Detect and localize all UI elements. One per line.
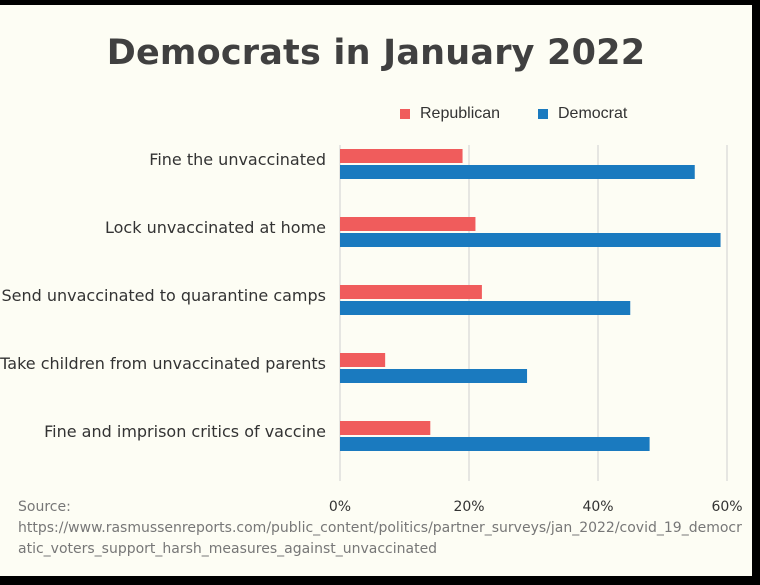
- bar-democrat-3: [340, 369, 528, 383]
- legend-swatch-republican: [400, 109, 410, 119]
- chart-card: Democrats in January 2022 Republican Dem…: [0, 5, 752, 576]
- category-label-4: Fine and imprison critics of vaccine: [44, 422, 326, 441]
- bar-republican-0: [340, 149, 463, 163]
- legend-swatch-democrat: [538, 109, 548, 119]
- bar-democrat-1: [340, 233, 721, 247]
- bar-chart: Fine the unvaccinated Lock unvaccinated a…: [0, 145, 743, 515]
- bar-republican-1: [340, 217, 476, 231]
- source-url[interactable]: https://www.rasmussenreports.com/public_…: [18, 520, 742, 557]
- category-label-2: Send unvaccinated to quarantine camps: [1, 286, 326, 305]
- bar-republican-3: [340, 353, 386, 367]
- bar-democrat-4: [340, 437, 650, 451]
- legend-item-democrat: Democrat: [538, 105, 627, 123]
- source-note: Source: https://www.rasmussenreports.com…: [18, 497, 743, 560]
- bar-republican-2: [340, 285, 482, 299]
- x-tick-label-2: 40%: [582, 499, 613, 515]
- legend-label-democrat: Democrat: [558, 105, 628, 122]
- bar-republican-4: [340, 421, 431, 435]
- x-tick-label-0: 0%: [329, 499, 351, 515]
- legend-item-republican: Republican: [400, 105, 500, 123]
- category-label-3: Take children from unvaccinated parents: [0, 354, 326, 373]
- x-tick-label-1: 20%: [453, 499, 484, 515]
- category-label-0: Fine the unvaccinated: [149, 150, 326, 169]
- legend-label-republican: Republican: [420, 105, 501, 122]
- chart-title: Democrats in January 2022: [106, 33, 646, 73]
- source-label: Source:: [18, 499, 71, 515]
- bar-democrat-0: [340, 165, 695, 179]
- category-label-1: Lock unvaccinated at home: [105, 218, 326, 237]
- bar-democrat-2: [340, 301, 631, 315]
- x-tick-label-3: 60%: [711, 499, 742, 515]
